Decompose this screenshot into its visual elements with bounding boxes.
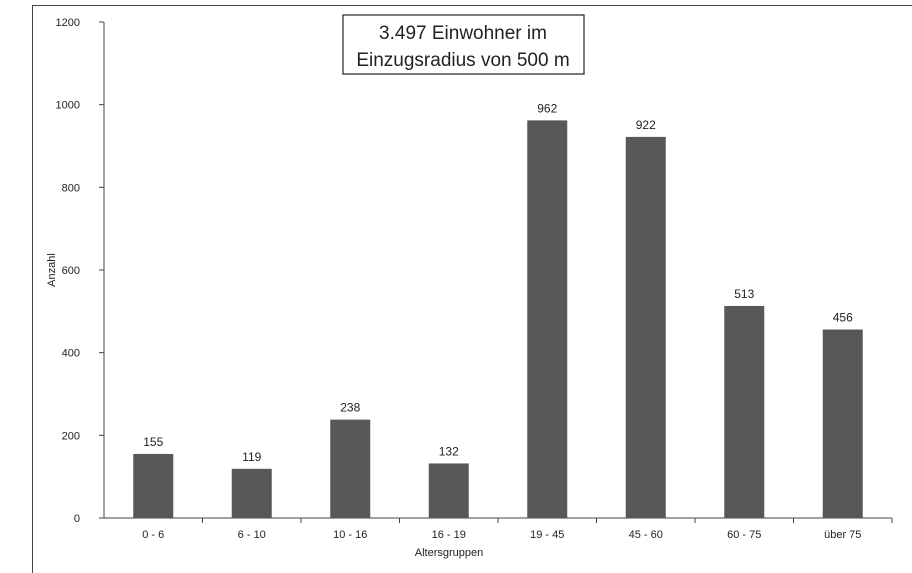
x-tick-label: über 75 bbox=[824, 529, 861, 541]
bar bbox=[527, 120, 568, 518]
y-tick-label: 200 bbox=[62, 430, 80, 442]
y-tick-label: 600 bbox=[62, 265, 80, 277]
bar bbox=[822, 329, 863, 518]
x-tick-label: 19 - 45 bbox=[530, 529, 564, 541]
x-tick-label: 10 - 16 bbox=[333, 529, 367, 541]
bar bbox=[330, 419, 371, 518]
x-axis-title: Altersgruppen bbox=[415, 547, 484, 559]
bars: 155 119 238 132 962 922 513 456 bbox=[133, 101, 863, 518]
bar-value-label: 922 bbox=[636, 118, 656, 132]
bar-value-label: 513 bbox=[734, 287, 754, 301]
y-tick-label: 1200 bbox=[56, 17, 80, 29]
bar bbox=[231, 468, 272, 518]
x-tick-label: 45 - 60 bbox=[629, 529, 663, 541]
y-axis-title: Anzahl bbox=[46, 253, 58, 287]
bar bbox=[133, 453, 174, 518]
x-ticks: 0 - 6 6 - 10 10 - 16 16 - 19 19 - 45 45 - 60 6… bbox=[142, 518, 893, 541]
chart-title-line-1: 3.497 Einwohner im bbox=[379, 23, 547, 44]
x-tick-label: 60 - 75 bbox=[727, 529, 761, 541]
x-tick-label: 6 - 10 bbox=[238, 529, 266, 541]
y-tick-label: 800 bbox=[62, 182, 80, 194]
bar bbox=[428, 463, 469, 518]
chart-title-box: 3.497 Einwohner im Einzugsradius von 500… bbox=[342, 14, 585, 75]
y-ticks: 0 200 400 600 800 1000 1200 bbox=[56, 17, 104, 525]
bar-value-label: 132 bbox=[439, 444, 459, 458]
x-tick-label: 0 - 6 bbox=[142, 529, 164, 541]
x-tick-label: 16 - 19 bbox=[432, 529, 466, 541]
y-tick-label: 1000 bbox=[56, 100, 80, 112]
y-tick-label: 0 bbox=[74, 513, 80, 525]
bar bbox=[625, 136, 666, 518]
chart-frame bbox=[32, 5, 912, 573]
bar bbox=[724, 305, 765, 518]
y-tick-label: 400 bbox=[62, 348, 80, 360]
bar-value-label: 238 bbox=[340, 401, 360, 415]
bar-value-label: 155 bbox=[143, 435, 163, 449]
bar-value-label: 119 bbox=[242, 450, 261, 464]
chart-title-line-2: Einzugsradius von 500 m bbox=[356, 50, 569, 71]
bar-value-label: 456 bbox=[833, 311, 853, 325]
bar-value-label: 962 bbox=[537, 101, 557, 115]
